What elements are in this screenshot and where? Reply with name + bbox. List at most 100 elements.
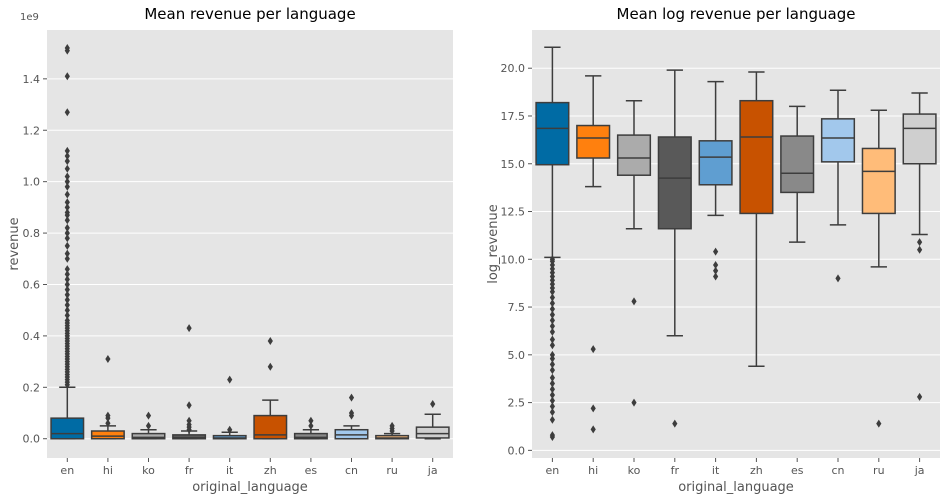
y-tick-label: 0.0 xyxy=(23,433,41,446)
box-body xyxy=(780,135,815,194)
x-ticks-revenue: en hi ko fr it zh es cn ru ja xyxy=(60,458,438,477)
y-tick-label: 0.6 xyxy=(23,278,41,291)
outlier-point xyxy=(917,245,923,254)
outlier-point xyxy=(713,266,719,275)
outlier-point xyxy=(186,324,192,333)
x-tick-label: cn xyxy=(831,464,844,477)
box-en xyxy=(535,46,570,441)
outlier-point xyxy=(549,431,555,440)
outlier-point xyxy=(549,322,555,331)
outlier-point xyxy=(549,402,555,411)
outlier-point xyxy=(105,355,111,364)
outlier-point xyxy=(549,385,555,394)
outlier-point xyxy=(186,401,192,410)
x-tick-label: es xyxy=(791,464,804,477)
y-ticks-revenue: 0.0 0.2 0.4 0.6 0.8 1.0 1.2 1.4 xyxy=(23,73,47,446)
outlier-point xyxy=(672,419,678,428)
box-ko xyxy=(616,99,652,407)
outlier-point xyxy=(64,190,70,199)
box-en xyxy=(50,43,85,440)
outlier-point xyxy=(64,275,70,284)
outlier-point xyxy=(549,415,555,424)
outlier-point xyxy=(713,272,719,281)
outlier-point xyxy=(64,316,70,325)
outlier-point xyxy=(348,393,355,402)
y-tick-label: 7.5 xyxy=(508,301,526,314)
outlier-point xyxy=(308,421,314,430)
outlier-point xyxy=(64,270,70,279)
outlier-point xyxy=(549,341,555,350)
box-body xyxy=(698,140,733,186)
box-body xyxy=(535,101,570,166)
box-cn xyxy=(334,393,369,440)
outlier-point xyxy=(549,408,555,417)
y-axis-label: log_revenue xyxy=(486,204,501,284)
box-body xyxy=(739,99,774,215)
outlier-point xyxy=(64,241,70,250)
y-ticks-log-revenue: 0.0 2.5 5.0 7.5 10.0 12.5 15.0 17.5 20.0 xyxy=(501,62,532,457)
outlier-point xyxy=(549,299,555,308)
box-ko xyxy=(131,411,166,440)
x-tick-label: zh xyxy=(264,464,277,477)
x-tick-label: ja xyxy=(914,464,925,477)
box-body xyxy=(90,430,125,440)
y-tick-label: 1.0 xyxy=(23,176,41,189)
outlier-point xyxy=(631,398,637,407)
box-body xyxy=(820,118,856,163)
x-tick-label: fr xyxy=(185,464,194,477)
outlier-point xyxy=(631,297,637,306)
box-body xyxy=(616,134,652,176)
outlier-point xyxy=(64,229,70,238)
outlier-point xyxy=(105,419,111,428)
outlier-point xyxy=(917,392,923,401)
box-es xyxy=(293,416,328,440)
box-ru xyxy=(375,421,410,440)
box-body xyxy=(375,434,410,440)
outlier-point xyxy=(64,216,70,225)
box-ja xyxy=(902,92,937,401)
x-tick-label: hi xyxy=(103,464,113,477)
outlier-point xyxy=(713,247,719,256)
box-body xyxy=(576,124,611,159)
outlier-point xyxy=(590,404,596,413)
x-tick-label: it xyxy=(226,464,234,477)
y-tick-label: 1.4 xyxy=(23,73,41,86)
chart-title: Mean log revenue per language xyxy=(617,5,856,23)
box-body xyxy=(657,136,692,230)
box-it xyxy=(698,80,733,281)
box-ru xyxy=(861,109,896,428)
y-tick-label: 1.2 xyxy=(23,124,41,137)
chart-revenue: 0.0 0.2 0.4 0.6 0.8 1.0 1.2 1.4 en hi ko fr it zh es c… xyxy=(7,5,453,495)
outlier-point xyxy=(835,274,841,283)
outlier-point xyxy=(64,265,70,274)
outlier-point xyxy=(145,421,152,430)
x-tick-label: cn xyxy=(345,464,358,477)
y-tick-label: 10.0 xyxy=(501,253,526,266)
x-axis-label: original_language xyxy=(192,480,308,495)
box-fr xyxy=(172,324,207,440)
box-ja xyxy=(415,400,450,440)
box-body xyxy=(253,414,288,440)
outlier-point xyxy=(549,304,555,313)
x-tick-label: ko xyxy=(628,464,641,477)
outlier-point xyxy=(64,198,70,207)
y-tick-label: 17.5 xyxy=(501,110,526,123)
gridlines-revenue xyxy=(47,78,453,440)
y-tick-label: 0.0 xyxy=(508,444,526,457)
y-axis-label: revenue xyxy=(7,217,22,270)
outlier-point xyxy=(267,362,273,371)
y-tick-label: 20.0 xyxy=(501,62,526,75)
box-body xyxy=(861,147,896,215)
box-body xyxy=(415,426,450,439)
outlier-point xyxy=(64,280,70,289)
outlier-point xyxy=(64,295,70,304)
outlier-point xyxy=(549,390,555,399)
y-tick-label: 5.0 xyxy=(508,349,526,362)
outlier-point xyxy=(308,416,314,425)
outlier-point xyxy=(64,254,70,263)
outlier-point xyxy=(64,223,70,232)
box-body xyxy=(293,432,328,440)
box-hi xyxy=(90,355,125,440)
outlier-point xyxy=(549,255,555,264)
outlier-point xyxy=(64,249,70,258)
